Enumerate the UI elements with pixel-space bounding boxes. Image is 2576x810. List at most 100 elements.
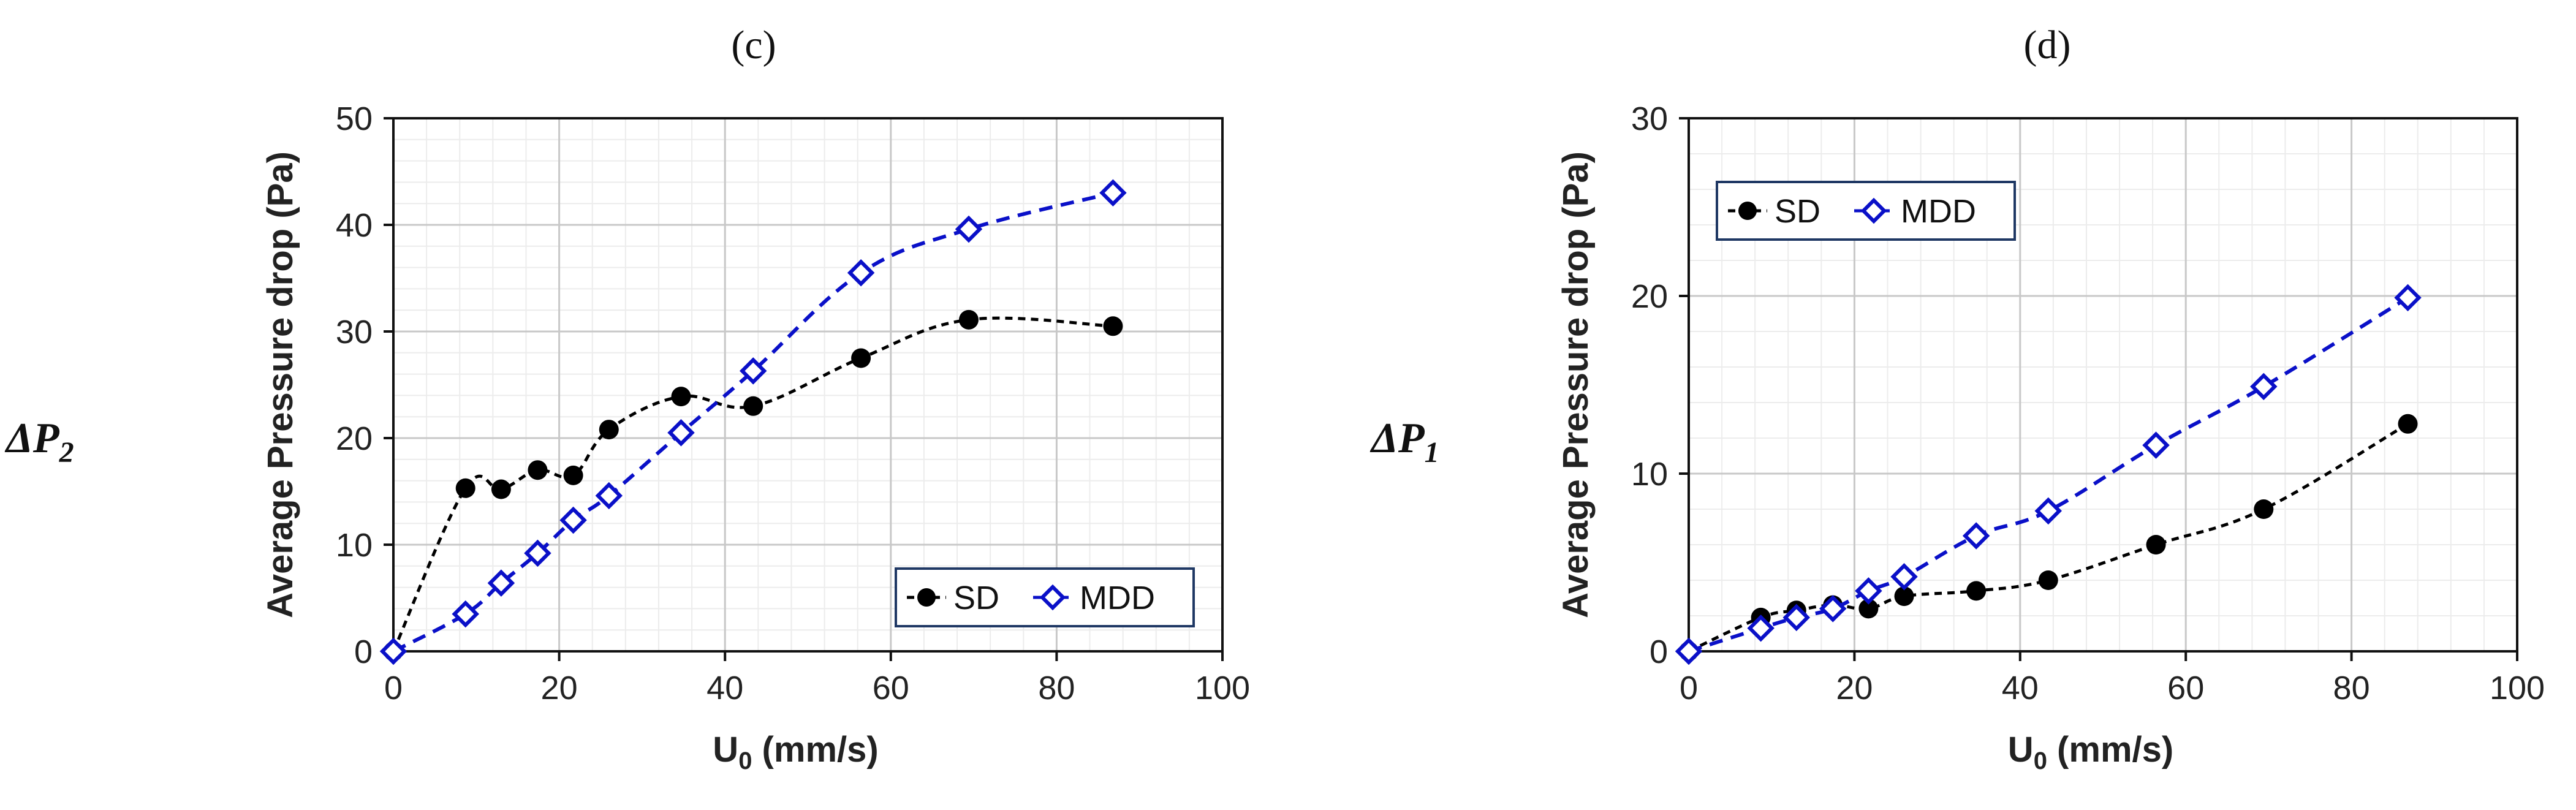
data-point-sd — [563, 465, 583, 485]
x-tick-label: 0 — [1680, 670, 1698, 706]
plot-frame — [392, 117, 1224, 653]
data-point-sd — [851, 348, 871, 368]
row-label: ΔP1 — [1369, 415, 1439, 469]
data-point-mdd — [595, 482, 623, 510]
x-axis-label-main: U — [713, 730, 738, 770]
data-point-mdd — [379, 637, 407, 665]
data-point-mdd — [1747, 615, 1775, 642]
x-tick-label: 100 — [1195, 670, 1250, 706]
legend-marker — [917, 588, 936, 607]
data-point-mdd — [955, 215, 983, 243]
data-point-sd — [491, 479, 511, 499]
legend-item-sd: SD — [907, 580, 999, 616]
x-axis-label-main: U — [2008, 730, 2034, 770]
data-point-sd — [743, 396, 763, 416]
x-tick-label: 20 — [541, 670, 578, 706]
y-tick-label: 50 — [336, 100, 373, 137]
y-tick-label: 40 — [336, 207, 373, 244]
data-point-sd — [528, 460, 548, 480]
data-point-mdd — [487, 569, 515, 597]
series-line-sd — [392, 316, 1113, 653]
plot-frame — [1688, 117, 2518, 653]
series-line-sd — [1688, 422, 2409, 653]
data-point-sd — [1894, 586, 1914, 607]
x-axis-label: U0 (mm/s) — [2008, 730, 2173, 774]
data-point-sd — [2146, 535, 2166, 555]
panel-title: (c) — [731, 23, 776, 67]
series-mdd — [379, 179, 1127, 665]
y-tick-label: 0 — [1650, 634, 1668, 670]
data-point-mdd — [2034, 497, 2063, 525]
y-tick-label: 20 — [1631, 278, 1668, 315]
legend-label: SD — [953, 580, 999, 616]
data-point-sd — [958, 309, 979, 330]
data-point-mdd — [452, 600, 479, 628]
data-point-mdd — [1782, 604, 1811, 632]
x-tick-label: 80 — [2333, 670, 2370, 706]
y-axis-label: Average Pressure drop (Pa) — [260, 151, 300, 618]
x-axis-label-sub: 0 — [2034, 748, 2047, 774]
data-point-sd — [1858, 599, 1879, 619]
x-tick-label: 40 — [707, 670, 743, 706]
x-axis-label-rest: (mm/s) — [752, 730, 878, 770]
row-label: ΔP2 — [4, 415, 74, 469]
data-point-sd — [455, 478, 475, 498]
legend-marker — [1039, 584, 1066, 611]
row-label-sub: 2 — [59, 436, 74, 469]
data-point-mdd — [2250, 373, 2278, 401]
legend-item-mdd: MDD — [1033, 580, 1155, 616]
data-point-mdd — [2394, 284, 2422, 312]
y-tick-label: 30 — [1631, 100, 1668, 137]
legend-label: MDD — [1901, 193, 1976, 230]
plot-area — [393, 118, 1222, 651]
data-point-mdd — [739, 357, 767, 385]
row-label-main: ΔP — [1369, 415, 1425, 462]
legend: SD MDD — [895, 567, 1195, 627]
data-point-mdd — [847, 259, 875, 287]
data-point-mdd — [559, 506, 587, 534]
data-point-mdd — [524, 539, 551, 567]
data-point-mdd — [667, 419, 695, 447]
data-point-mdd — [1962, 522, 1990, 550]
data-point-mdd — [1855, 577, 1882, 605]
x-axis-label-rest: (mm/s) — [2047, 730, 2173, 770]
series-mdd — [1675, 284, 2422, 665]
data-point-sd — [671, 387, 691, 407]
y-axis-label: Average Pressure drop (Pa) — [1556, 151, 1596, 618]
x-tick-label: 60 — [873, 670, 909, 706]
panel-title: (d) — [2024, 23, 2071, 67]
x-tick-label: 100 — [2490, 670, 2545, 706]
x-axis-label-sub: 0 — [738, 748, 752, 774]
data-point-sd — [599, 420, 619, 440]
legend-label: MDD — [1080, 580, 1155, 616]
y-tick-label: 20 — [336, 420, 373, 457]
x-tick-label: 40 — [2002, 670, 2039, 706]
data-point-mdd — [1819, 595, 1847, 623]
x-tick-label: 0 — [384, 670, 403, 706]
x-tick-label: 20 — [1836, 670, 1873, 706]
legend-marker — [1738, 202, 1757, 220]
legend-marker — [1860, 197, 1887, 224]
legend: SD MDD — [1716, 181, 2016, 241]
y-tick-label: 30 — [336, 314, 373, 350]
data-point-sd — [1103, 316, 1123, 336]
data-point-sd — [2254, 499, 2274, 519]
y-tick-label: 0 — [354, 634, 373, 670]
data-point-sd — [1966, 581, 1987, 601]
series-sd — [384, 309, 1123, 661]
y-tick-label: 10 — [1631, 456, 1668, 493]
legend-label: SD — [1775, 193, 1820, 230]
data-point-mdd — [1099, 179, 1127, 207]
y-tick-label: 10 — [336, 527, 373, 564]
data-point-sd — [2398, 414, 2418, 434]
data-point-mdd — [1890, 562, 1918, 591]
x-tick-label: 80 — [1038, 670, 1075, 706]
data-point-mdd — [2142, 431, 2170, 459]
x-tick-label: 60 — [2167, 670, 2204, 706]
row-label-sub: 1 — [1425, 436, 1439, 469]
x-axis-label: U0 (mm/s) — [713, 730, 878, 774]
data-point-mdd — [1675, 637, 1703, 665]
